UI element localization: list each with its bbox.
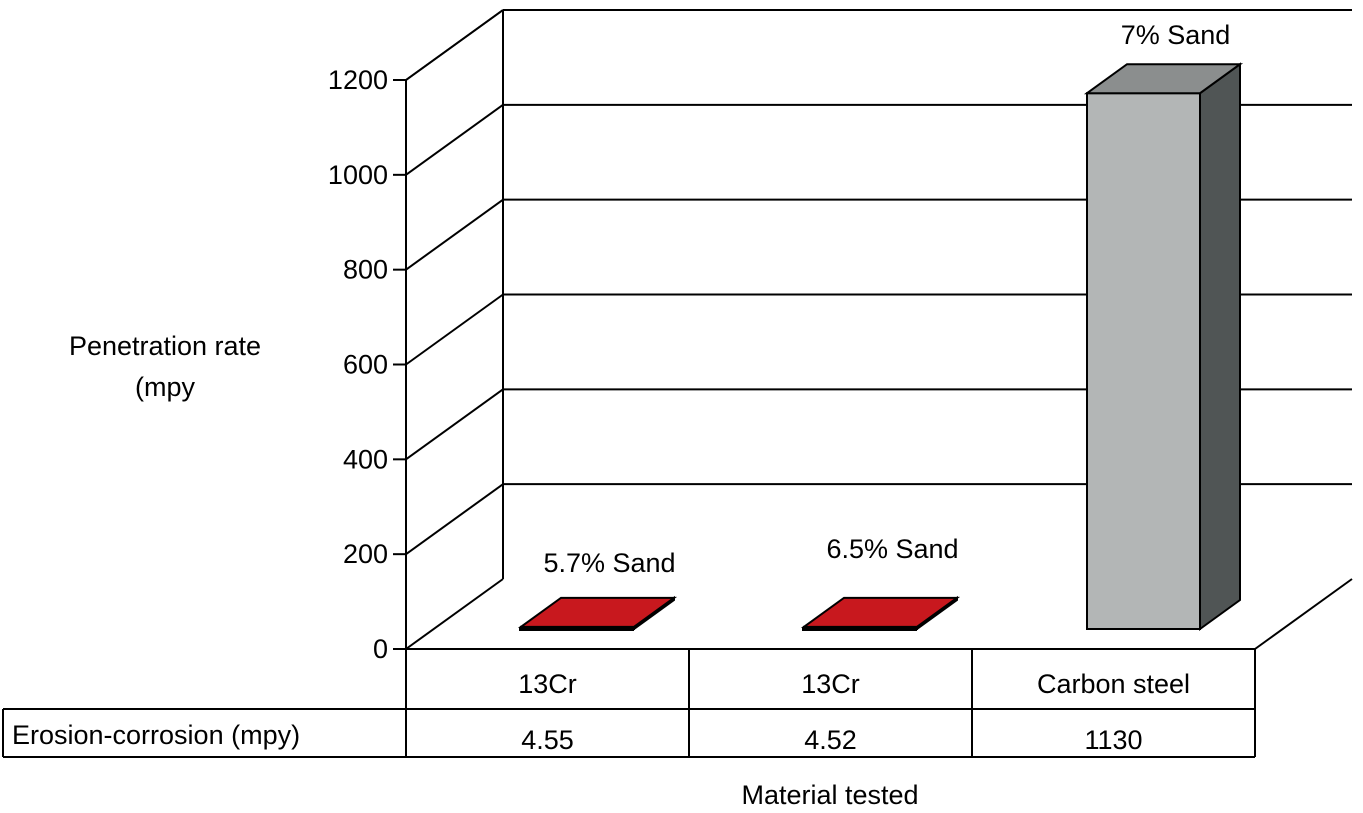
side-wall-line bbox=[405, 483, 504, 555]
data-table: 13Cr 4.55 13Cr 4.52 Carbon steel 1130 Erosion-… bbox=[2, 648, 1256, 758]
y-tick-label: 800 bbox=[343, 255, 388, 285]
x-axis-title: Material tested bbox=[741, 780, 918, 810]
y-tick-label: 1000 bbox=[328, 160, 388, 190]
y-tick-label: 1200 bbox=[328, 65, 388, 95]
bar-group: 6.5% Sand bbox=[800, 534, 961, 631]
y-axis-title-line-2: (mpy bbox=[135, 372, 195, 402]
y-axis-ticks: 0 200 400 600 800 1000 1200 bbox=[328, 65, 406, 664]
data-value-label: 4.52 bbox=[804, 725, 857, 755]
bar-top bbox=[800, 596, 961, 628]
side-wall-line bbox=[405, 578, 504, 650]
x-category-label: 13Cr bbox=[801, 669, 860, 699]
floor-right-edge bbox=[1254, 578, 1353, 650]
bar-top bbox=[1083, 63, 1244, 95]
y-tick-label: 200 bbox=[343, 539, 388, 569]
bar-annotation: 7% Sand bbox=[1121, 20, 1231, 50]
side-wall-line bbox=[405, 198, 504, 271]
bar-front bbox=[1086, 92, 1201, 631]
data-value-label: 1130 bbox=[1084, 725, 1142, 755]
data-value-label: 4.55 bbox=[521, 725, 574, 755]
bar-group: 7% Sand bbox=[1083, 20, 1244, 631]
side-wall-line bbox=[405, 104, 504, 176]
series-row-label: Erosion-corrosion (mpy) bbox=[12, 720, 300, 750]
y-tick-label: 0 bbox=[373, 634, 388, 664]
bar-annotation: 6.5% Sand bbox=[826, 534, 958, 564]
y-axis-title-line-1: Penetration rate bbox=[69, 331, 261, 361]
side-wall-top-edge bbox=[405, 9, 504, 81]
bar-top bbox=[517, 596, 678, 628]
bar-side bbox=[1199, 62, 1241, 631]
y-tick-label: 400 bbox=[343, 444, 388, 474]
chart-bars: 5.7% Sand 6.5% Sand 7% Sand bbox=[517, 20, 1244, 631]
x-category-label: 13Cr bbox=[518, 669, 577, 699]
y-tick-label: 600 bbox=[343, 350, 388, 380]
bar-annotation: 5.7% Sand bbox=[543, 548, 675, 578]
side-wall-line bbox=[405, 293, 504, 366]
bar-group: 5.7% Sand bbox=[517, 548, 678, 631]
side-wall-line bbox=[405, 388, 504, 461]
x-category-label: Carbon steel bbox=[1037, 669, 1190, 699]
